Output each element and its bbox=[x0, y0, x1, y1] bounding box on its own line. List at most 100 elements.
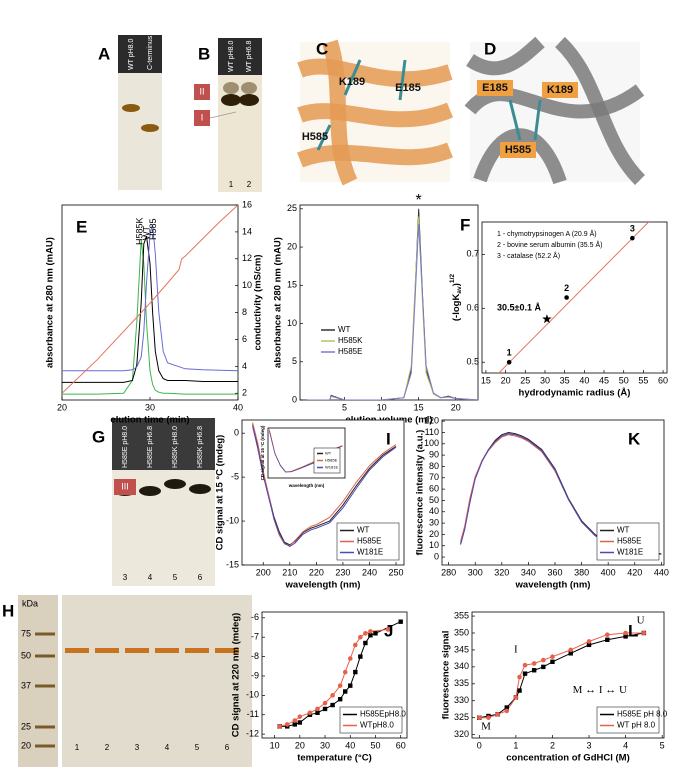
panel-label: B bbox=[198, 44, 210, 63]
series-line bbox=[307, 224, 478, 400]
y-tick-label: 50 bbox=[429, 495, 439, 505]
side-chain bbox=[508, 99, 522, 141]
y-axis-label-part: 1/2 bbox=[449, 274, 456, 284]
x-tick-label: 210 bbox=[282, 567, 297, 577]
gel bbox=[18, 595, 58, 767]
point-label: 3 bbox=[630, 224, 635, 234]
x-tick-label: 30 bbox=[320, 740, 330, 750]
panel-label: D bbox=[484, 39, 496, 58]
band-label: I bbox=[201, 112, 204, 122]
side-chain bbox=[316, 124, 332, 151]
band-marker bbox=[194, 110, 210, 126]
data-point bbox=[506, 359, 512, 365]
gel-band bbox=[141, 124, 159, 132]
y-axis-label-part: ) bbox=[451, 283, 462, 286]
lane-label: H585K pH6.8 bbox=[197, 426, 204, 468]
data-point bbox=[358, 654, 363, 659]
data-point bbox=[541, 664, 546, 670]
lane-label: WT pH8.0 bbox=[228, 41, 235, 72]
ribbon bbox=[297, 102, 454, 128]
gel-band bbox=[164, 479, 186, 489]
lane-label: H585K pH8.0 bbox=[172, 426, 179, 468]
residue-box bbox=[477, 80, 513, 96]
annotation: H585K bbox=[135, 217, 145, 245]
x-tick-label: 400 bbox=[601, 567, 616, 577]
legend-label: WT bbox=[325, 451, 332, 456]
plot-area bbox=[498, 222, 650, 373]
point-label: 2 bbox=[564, 283, 569, 293]
y-tick-label: -10 bbox=[226, 515, 239, 525]
legend-label: H585E bbox=[338, 347, 362, 356]
x-tick-label: 3 bbox=[587, 740, 592, 750]
y-tick-label: 0.7 bbox=[466, 249, 479, 259]
annotation: U bbox=[637, 615, 645, 627]
y-axis-label: fluorescence signal bbox=[441, 631, 452, 720]
marker-label: 50 bbox=[21, 650, 31, 660]
y-tick-label: 40 bbox=[429, 506, 439, 516]
legend-label: WT bbox=[617, 526, 630, 535]
gel-band bbox=[95, 648, 119, 653]
data-point bbox=[297, 720, 303, 725]
y-tick-label: 320 bbox=[454, 729, 469, 739]
legend-label: H585E bbox=[617, 537, 641, 546]
data-point bbox=[292, 718, 298, 723]
x-tick-label: 2 bbox=[550, 740, 555, 750]
y-tick-label: -7 bbox=[251, 632, 259, 642]
ladder-band bbox=[35, 725, 55, 729]
annotation: 1 - chymotrypsinogen A (20.9 Å) bbox=[497, 229, 597, 238]
band-marker bbox=[194, 84, 210, 100]
x-tick-label: 15 bbox=[414, 402, 424, 412]
marker-label: 20 bbox=[21, 740, 31, 750]
y2-tick-label: 16 bbox=[242, 199, 252, 209]
residue-label: E185 bbox=[482, 82, 508, 94]
y-tick-label: -10 bbox=[246, 690, 259, 700]
side-chain bbox=[398, 59, 407, 101]
x-tick-label: 320 bbox=[494, 567, 509, 577]
ribbon bbox=[466, 36, 545, 76]
y-tick-label: 355 bbox=[454, 610, 469, 620]
gel-band bbox=[221, 94, 241, 106]
x-axis-label: elution time (min) bbox=[110, 415, 189, 426]
x-tick-label: 40 bbox=[579, 375, 589, 385]
y2-axis-label: conductivity (mS/cm) bbox=[253, 254, 264, 350]
panel-label: C bbox=[316, 39, 328, 58]
data-point bbox=[358, 634, 363, 640]
y-tick-label: 5 bbox=[292, 356, 297, 366]
x-tick-label: 10 bbox=[270, 740, 280, 750]
series-line bbox=[62, 236, 238, 383]
data-point bbox=[342, 669, 348, 675]
data-point bbox=[517, 688, 522, 693]
y-tick-label: 80 bbox=[429, 461, 439, 471]
gel-smear bbox=[241, 82, 257, 94]
x-tick-label: 45 bbox=[599, 375, 609, 385]
y-tick-label: 350 bbox=[454, 627, 469, 637]
lane-number: 3 bbox=[135, 743, 140, 752]
residue-label: H585 bbox=[505, 144, 531, 156]
pointer bbox=[209, 111, 237, 119]
x-tick-label: 20 bbox=[295, 740, 305, 750]
ribbon bbox=[297, 58, 453, 88]
x-tick-label: 60 bbox=[658, 375, 668, 385]
y-tick-label: 340 bbox=[454, 661, 469, 671]
y-axis-label-part: (-logK bbox=[451, 294, 462, 322]
series-line bbox=[252, 426, 397, 548]
x-tick-label: 0 bbox=[477, 740, 482, 750]
y-tick-label: 10 bbox=[287, 318, 297, 328]
data-point bbox=[542, 314, 552, 324]
y-axis-label: CD signal at 15 °C (mdeg) bbox=[215, 435, 226, 551]
side-chain bbox=[343, 59, 362, 96]
legend-label: W181E bbox=[357, 548, 383, 557]
annotation: 30.5±0.1 Å bbox=[497, 303, 541, 313]
data-point bbox=[641, 630, 647, 636]
x-axis-label: concentration of GdHCl (M) bbox=[506, 753, 630, 764]
x-tick-label: 280 bbox=[441, 567, 456, 577]
x-tick-label: 200 bbox=[256, 567, 271, 577]
point-label: 1 bbox=[507, 348, 512, 358]
panel-label: A bbox=[98, 44, 110, 63]
y-axis-label: CD signal at 220 nm (mdeg) bbox=[231, 613, 242, 738]
gel-band bbox=[185, 648, 209, 653]
data-point bbox=[348, 683, 353, 688]
legend-box bbox=[596, 706, 660, 734]
y2-tick-label: 8 bbox=[242, 307, 247, 317]
x-tick-label: 420 bbox=[627, 567, 642, 577]
